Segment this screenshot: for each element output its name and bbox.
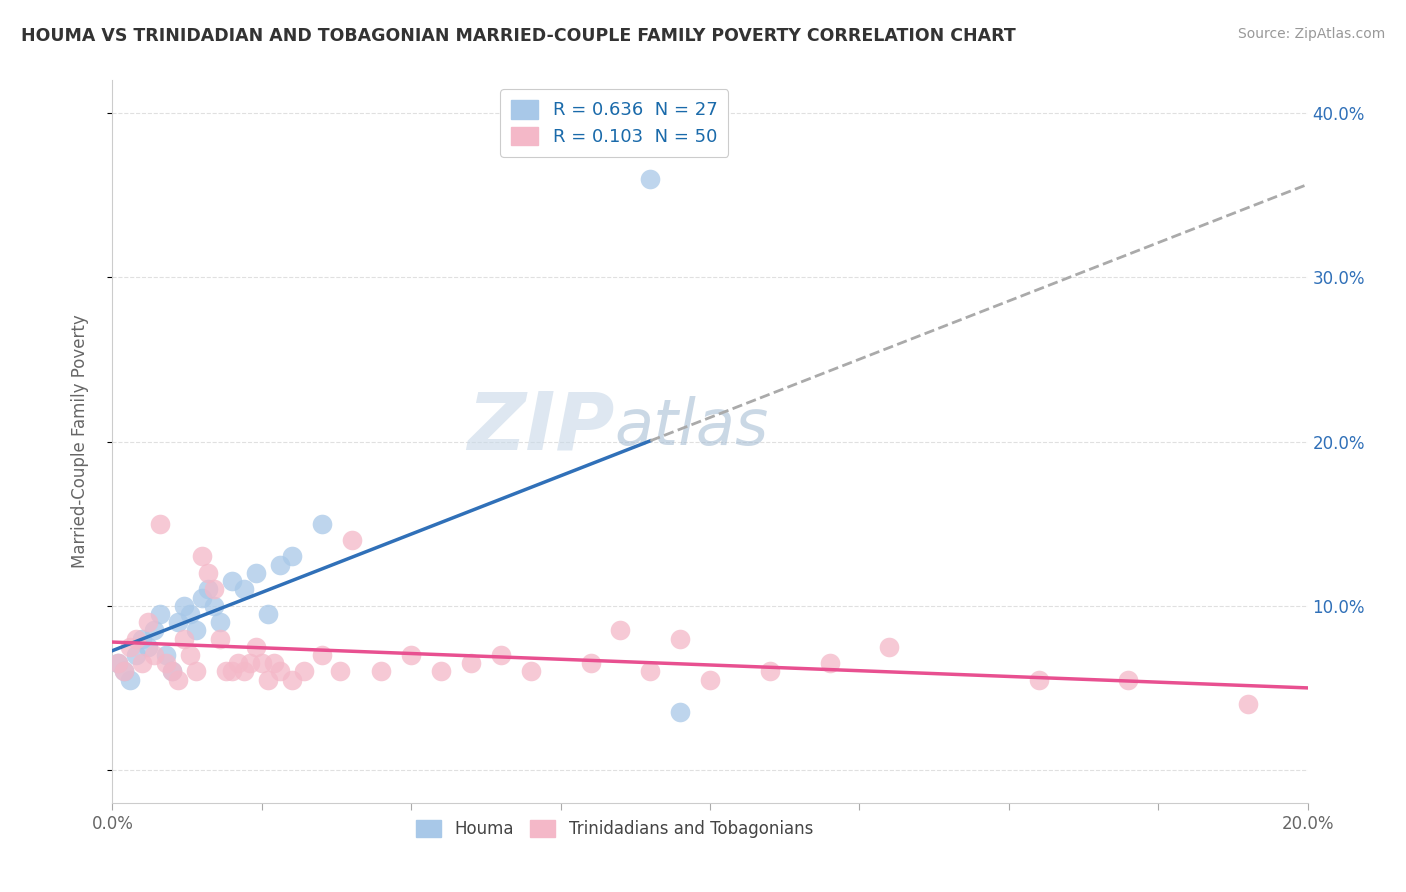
Point	[114, 665, 135, 679]
Point	[233, 582, 256, 597]
Point	[191, 591, 214, 605]
Point	[114, 665, 135, 679]
Point	[131, 657, 153, 671]
Point	[202, 599, 225, 613]
Point	[245, 640, 267, 654]
Point	[173, 632, 195, 646]
Point	[197, 582, 219, 597]
Point	[167, 615, 190, 630]
Text: atlas: atlas	[614, 396, 769, 458]
Point	[197, 566, 219, 580]
Point	[370, 665, 392, 679]
Point	[640, 171, 662, 186]
Point	[609, 624, 631, 638]
Point	[879, 640, 901, 654]
Point	[191, 549, 214, 564]
Point	[162, 665, 183, 679]
Point	[250, 657, 273, 671]
Point	[138, 615, 160, 630]
Point	[131, 632, 153, 646]
Point	[155, 657, 177, 671]
Point	[162, 665, 183, 679]
Point	[759, 665, 782, 679]
Point	[221, 574, 243, 588]
Point	[120, 640, 142, 654]
Point	[186, 624, 208, 638]
Legend: Houma, Trinidadians and Tobagonians: Houma, Trinidadians and Tobagonians	[409, 814, 820, 845]
Point	[209, 615, 232, 630]
Point	[143, 624, 166, 638]
Point	[179, 607, 201, 621]
Point	[281, 673, 304, 687]
Point	[669, 632, 692, 646]
Point	[311, 648, 333, 662]
Point	[669, 706, 692, 720]
Point	[640, 665, 662, 679]
Point	[239, 657, 262, 671]
Point	[329, 665, 352, 679]
Point	[143, 648, 166, 662]
Point	[269, 665, 291, 679]
Y-axis label: Married-Couple Family Poverty: Married-Couple Family Poverty	[70, 315, 89, 568]
Point	[281, 549, 304, 564]
Point	[120, 673, 142, 687]
Point	[173, 599, 195, 613]
Point	[107, 657, 129, 671]
Point	[257, 607, 280, 621]
Point	[155, 648, 177, 662]
Point	[430, 665, 453, 679]
Text: ZIP: ZIP	[467, 388, 614, 467]
Point	[1237, 698, 1260, 712]
Point	[699, 673, 721, 687]
Point	[520, 665, 543, 679]
Point	[215, 665, 238, 679]
Point	[125, 648, 148, 662]
Point	[460, 657, 482, 671]
Point	[226, 657, 249, 671]
Point	[138, 640, 160, 654]
Point	[202, 582, 225, 597]
Point	[311, 516, 333, 531]
Point	[579, 657, 602, 671]
Point	[292, 665, 315, 679]
Point	[149, 607, 172, 621]
Point	[209, 632, 232, 646]
Point	[186, 665, 208, 679]
Point	[401, 648, 423, 662]
Point	[107, 657, 129, 671]
Point	[818, 657, 841, 671]
Point	[221, 665, 243, 679]
Point	[489, 648, 512, 662]
Point	[257, 673, 280, 687]
Point	[263, 657, 285, 671]
Point	[179, 648, 201, 662]
Point	[125, 632, 148, 646]
Point	[1028, 673, 1050, 687]
Point	[1118, 673, 1140, 687]
Point	[233, 665, 256, 679]
Point	[167, 673, 190, 687]
Point	[149, 516, 172, 531]
Text: HOUMA VS TRINIDADIAN AND TOBAGONIAN MARRIED-COUPLE FAMILY POVERTY CORRELATION CH: HOUMA VS TRINIDADIAN AND TOBAGONIAN MARR…	[21, 27, 1017, 45]
Point	[269, 558, 291, 572]
Point	[340, 533, 363, 547]
Text: Source: ZipAtlas.com: Source: ZipAtlas.com	[1237, 27, 1385, 41]
Point	[245, 566, 267, 580]
